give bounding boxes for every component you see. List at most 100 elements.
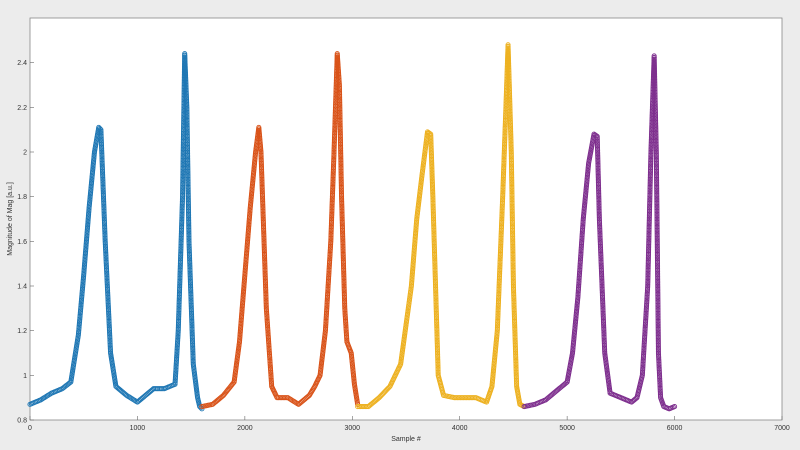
data-point [655,342,661,348]
data-point [429,184,436,190]
data-point [599,294,606,300]
data-point [337,136,343,142]
data-point [655,293,661,299]
data-point [600,318,607,324]
data-point [177,257,184,264]
data-point [600,296,606,302]
data-point [643,318,649,324]
data-point [259,173,265,179]
data-point [342,313,348,319]
data-point [495,308,501,315]
data-point [331,141,337,147]
data-point [260,208,266,214]
data-point [652,70,658,76]
data-point [430,195,436,201]
data-point [511,293,517,299]
data-point [652,94,658,100]
data-point [597,229,603,235]
data-point [499,198,506,204]
data-point [99,155,105,161]
data-point [655,344,661,350]
data-point [597,222,603,228]
data-point [654,245,660,251]
data-point [509,168,515,174]
data-point [497,269,503,275]
data-point [653,128,659,135]
data-point [651,61,657,67]
data-point [507,95,513,101]
data-point [326,262,332,268]
data-point [175,329,181,335]
data-point [103,265,110,272]
data-point [511,308,517,315]
data-point [339,205,345,211]
data-point [496,280,502,286]
data-point [338,187,344,193]
data-point [262,275,268,281]
data-point [647,176,653,182]
data-point [655,281,661,287]
data-point [185,151,191,157]
data-point [433,308,439,315]
data-point [341,289,347,295]
data-point [105,297,111,303]
y-tick-label: 0.8 [17,418,27,425]
data-point [507,111,513,117]
data-point [190,358,196,364]
data-point [495,318,501,324]
data-point [602,348,608,354]
data-point [430,206,436,212]
data-point [505,50,511,56]
data-point [329,198,335,204]
data-point [184,128,190,134]
data-point [331,138,337,144]
data-point [655,278,661,284]
y-tick-label: 1.8 [17,194,27,201]
data-point [327,256,333,262]
data-point [433,302,439,308]
data-point [183,77,189,84]
data-point [577,257,583,264]
data-point [187,273,193,279]
data-point [505,46,511,53]
data-point [185,171,191,177]
data-point [432,261,438,267]
x-tick-label: 0 [28,425,32,432]
data-point [433,285,439,291]
data-point [99,146,105,152]
data-point [98,135,104,141]
data-point [651,67,658,73]
data-point [601,323,607,329]
data-point [654,214,660,220]
data-point [261,253,268,259]
data-point [601,326,607,332]
data-point [501,162,507,168]
data-point [185,197,191,203]
data-point [178,251,184,257]
data-point [182,66,188,73]
data-point [259,179,265,185]
data-point [433,286,439,292]
data-point [499,210,505,216]
data-point [107,339,113,345]
data-point [337,93,343,99]
data-point [596,203,602,209]
data-point [258,162,264,168]
data-point [337,130,343,136]
data-point [509,202,515,208]
data-point [654,256,661,262]
data-point [433,304,439,310]
data-point [340,253,346,259]
data-point [498,227,504,233]
data-point [331,135,338,141]
data-point [179,219,185,225]
data-point [179,206,185,212]
data-point [654,198,660,204]
data-point [265,329,271,335]
data-point [329,192,336,198]
data-point [652,83,658,89]
data-point [263,300,269,307]
data-point [652,103,658,109]
data-point [513,356,519,362]
data-point [510,230,516,236]
